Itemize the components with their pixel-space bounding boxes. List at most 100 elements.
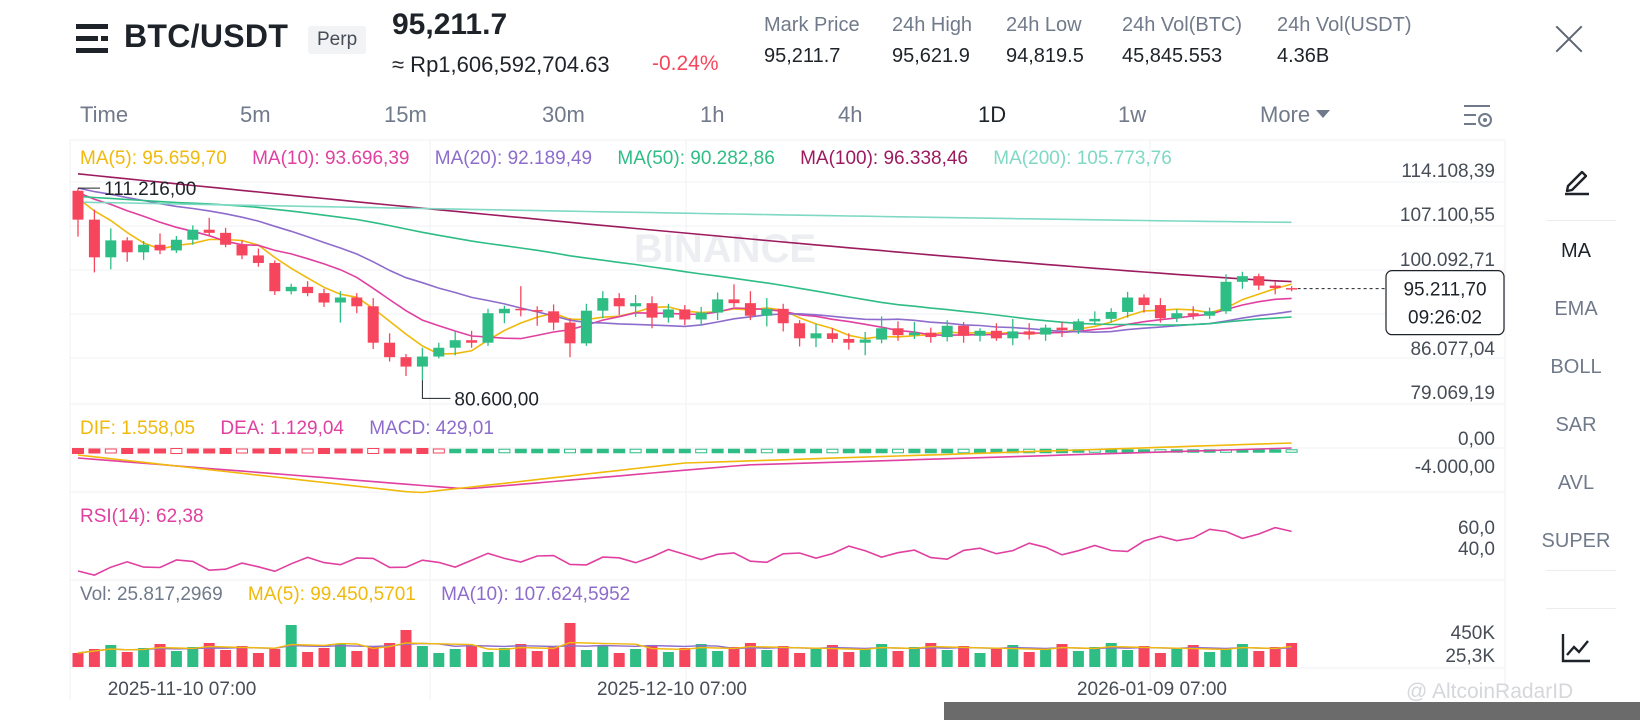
side-tool-boll[interactable]: BOLL xyxy=(1550,356,1602,378)
candle-down xyxy=(1023,331,1035,335)
candle-down xyxy=(892,328,904,336)
volume-bar-up xyxy=(449,649,461,667)
price-axis-label: 107.100,55 xyxy=(1400,205,1495,226)
volume-bar-up xyxy=(908,647,920,667)
tab-more[interactable]: More xyxy=(1260,102,1331,128)
volume-bar-up xyxy=(1204,652,1216,667)
candle-down xyxy=(400,357,412,367)
tab-15m[interactable]: 15m xyxy=(384,102,427,127)
macd-histogram-bar xyxy=(875,448,888,454)
volume-bar-up xyxy=(170,651,182,667)
tab-1w[interactable]: 1w xyxy=(1118,102,1147,127)
pair-name[interactable]: BTC/USDT xyxy=(124,18,289,54)
volume-bar-up xyxy=(1105,643,1117,667)
date-axis-label: 2025-11-10 07:00 xyxy=(108,679,257,700)
tab-5m[interactable]: 5m xyxy=(240,102,271,127)
candle-down xyxy=(531,310,543,312)
candle-up xyxy=(187,229,199,240)
volume-bar-up xyxy=(580,650,592,667)
candle-down xyxy=(1286,288,1298,290)
macd-axis-label: -4.000,00 xyxy=(1415,457,1495,478)
ma50-line xyxy=(77,195,1292,326)
converted-price: ≈ Rp1,606,592,704.63 xyxy=(392,52,610,77)
volume-bar-up xyxy=(187,647,199,667)
volume-bar-up xyxy=(1122,650,1134,667)
rsi-legend[interactable]: RSI(14): 62,38 xyxy=(80,506,224,528)
candle-up xyxy=(974,330,986,336)
bottom-scroll-bar xyxy=(944,702,1640,720)
low-marker-label: 80.600,00 xyxy=(454,389,539,410)
volume-bar-down xyxy=(679,648,691,667)
volume-bar-up xyxy=(695,644,707,667)
macd-histogram-bar xyxy=(121,448,134,454)
volume-bar-down xyxy=(384,643,396,667)
volume-bar-down xyxy=(777,646,789,667)
tab-4h[interactable]: 4h xyxy=(838,102,863,127)
candle-down xyxy=(744,303,756,316)
macd-histogram-bar xyxy=(728,448,740,454)
menu-icon[interactable] xyxy=(76,24,108,54)
candle-up xyxy=(105,240,117,258)
candle-down xyxy=(236,244,248,256)
macd-histogram-bar xyxy=(547,448,560,454)
tab-time[interactable]: Time xyxy=(80,102,129,127)
macd-histogram-bar xyxy=(285,448,298,454)
macd-histogram-bar xyxy=(465,448,478,454)
macd-histogram-bar xyxy=(941,448,954,454)
candle-up xyxy=(334,297,346,303)
candle-up xyxy=(498,308,510,314)
vol-legend[interactable]: Vol: 25.817,2969 MA(5): 99.450,5701 MA(1… xyxy=(80,584,650,606)
legend-dea: DEA: 1.129,04 xyxy=(220,418,344,439)
side-tool-ma[interactable]: MA xyxy=(1561,240,1591,262)
volume-bar-down xyxy=(1154,653,1166,667)
volume-bar-up xyxy=(876,644,888,667)
ma-legend[interactable]: MA(5): 95.659,70 MA(10): 93.696,39 MA(20… xyxy=(80,148,1192,170)
macd-histogram-bar xyxy=(826,448,839,454)
side-tool-super[interactable]: SUPER xyxy=(1541,530,1611,552)
tab-1h[interactable]: 1h xyxy=(700,102,725,127)
volume-axis-label: 25,3K xyxy=(1445,646,1495,667)
indicator-chart-icon[interactable] xyxy=(1560,632,1592,664)
side-tool-sar[interactable]: SAR xyxy=(1555,414,1597,436)
stat-label: 24h Vol(BTC) xyxy=(1122,14,1243,36)
candle-up xyxy=(1236,276,1248,282)
candle-up xyxy=(662,309,674,318)
candle-up xyxy=(482,313,494,343)
macd-histogram-bar xyxy=(301,448,314,454)
candle-up xyxy=(285,286,297,292)
volume-bar-down xyxy=(154,644,166,667)
volume-bar-up xyxy=(334,644,346,667)
macd-histogram-bar xyxy=(564,448,576,454)
macd-histogram-bar xyxy=(859,448,872,454)
macd-histogram-bar xyxy=(498,448,511,454)
candle-down xyxy=(613,298,625,307)
candle-down xyxy=(318,293,330,303)
macd-histogram-bar xyxy=(416,448,429,454)
chart-settings-icon[interactable] xyxy=(1462,102,1494,130)
macd-legend[interactable]: DIF: 1.558,05 DEA: 1.129,04 MACD: 429,01 xyxy=(80,418,514,440)
volume-axis-label: 450K xyxy=(1451,623,1496,644)
axes-labels: 114.108,39 107.100,55 100.092,71 86.077,04 7… xyxy=(108,161,1496,700)
volume-bar-up xyxy=(662,652,674,667)
side-tool-ema[interactable]: EMA xyxy=(1554,298,1598,320)
tab-1d[interactable]: 1D xyxy=(978,102,1007,127)
current-price-value: 95.211,70 xyxy=(1403,280,1486,301)
candle-up xyxy=(712,299,724,313)
volume-bar-up xyxy=(630,649,642,667)
candle-up xyxy=(449,340,461,348)
candle-up xyxy=(416,356,428,367)
candle-up xyxy=(433,347,445,357)
candle-up xyxy=(1171,313,1183,319)
macd-histogram-bar xyxy=(974,448,986,454)
date-axis-label: 2025-12-10 07:00 xyxy=(597,679,747,700)
volume-bar-down xyxy=(728,647,740,667)
macd-histogram-bar xyxy=(760,448,773,454)
legend-ma200: MA(200): 105.773,76 xyxy=(993,148,1172,169)
tab-30m[interactable]: 30m xyxy=(542,102,585,127)
price-axis-label: 79.069,19 xyxy=(1410,383,1495,404)
side-tool-avl[interactable]: AVL xyxy=(1557,472,1595,494)
draw-pencil-icon[interactable] xyxy=(1562,164,1592,196)
volume-bar-down xyxy=(203,643,215,667)
macd-histogram-bar xyxy=(350,448,363,454)
